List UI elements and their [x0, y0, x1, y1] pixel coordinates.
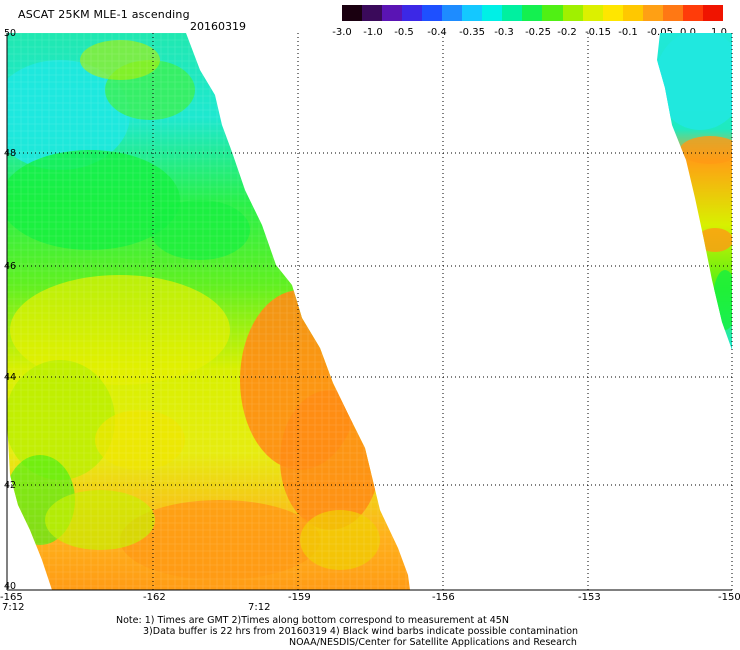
colorbar-label: 0.0 [680, 27, 696, 38]
lat-label: 48 [4, 148, 16, 159]
colorbar-segment [422, 5, 443, 21]
colorbar-segment [462, 5, 483, 21]
lat-label: 40 [4, 581, 16, 592]
lon-label: -159 [288, 592, 311, 603]
colorbar-label: -0.2 [557, 27, 577, 38]
colorbar-segment [502, 5, 523, 21]
lat-label: 50 [4, 28, 16, 39]
time-label: 7:12 [2, 602, 24, 613]
swath-west [7, 33, 410, 590]
colorbar-segment [542, 5, 563, 21]
colorbar-label: -0.15 [585, 27, 611, 38]
colorbar-segment [682, 5, 703, 21]
note-line: 3)Data buffer is 22 hrs from 20160319 4)… [143, 626, 579, 637]
colorbar-label: -0.4 [427, 27, 447, 38]
colorbar-label: -0.25 [525, 27, 551, 38]
plot-date: 20160319 [190, 20, 246, 33]
colorbar-segment [582, 5, 603, 21]
color-scale-labels: -3.0 -1.0 -0.5 -0.4 -0.35 -0.3 -0.25 -0.… [332, 27, 732, 41]
colorbar-segment [382, 5, 403, 21]
note-line: NOAA/NESDIS/Center for Satellite Applica… [289, 637, 577, 648]
colorbar-label: -0.35 [459, 27, 485, 38]
colorbar-segment [702, 5, 723, 21]
colorbar-segment [562, 5, 583, 21]
lon-label: -153 [578, 592, 601, 603]
colorbar-label: 1.0 [711, 27, 727, 38]
note-line: Note: 1) Times are GMT 2)Times along bot… [116, 615, 509, 626]
lon-label: -162 [143, 592, 166, 603]
colorbar-label: -1.0 [363, 27, 383, 38]
lon-label: -150 [718, 592, 740, 603]
lon-label: -165 [0, 592, 23, 603]
colorbar-segment [482, 5, 503, 21]
colorbar-label: -0.05 [647, 27, 673, 38]
colorbar-segment [522, 5, 543, 21]
colorbar-label: -0.1 [618, 27, 638, 38]
colorbar-label: -3.0 [332, 27, 352, 38]
colorbar-segment [442, 5, 463, 21]
lon-label: -156 [432, 592, 455, 603]
colorbar-segment [342, 5, 363, 21]
colorbar-segment [402, 5, 423, 21]
colorbar-segment [642, 5, 663, 21]
graticule [7, 33, 733, 590]
lat-label: 44 [4, 372, 16, 383]
colorbar-segment [622, 5, 643, 21]
color-scale-bar [342, 5, 723, 21]
colorbar-segment [362, 5, 383, 21]
colorbar-segment [602, 5, 623, 21]
plot-title: ASCAT 25KM MLE-1 ascending [18, 8, 190, 21]
footnotes: Note: 1) Times are GMT 2)Times along bot… [116, 615, 578, 648]
swath-east [657, 33, 732, 350]
colorbar-segment [662, 5, 683, 21]
lat-label: 42 [4, 480, 16, 491]
colorbar-label: -0.3 [494, 27, 514, 38]
colorbar-label: -0.5 [394, 27, 414, 38]
lat-label: 46 [4, 261, 16, 272]
time-label: 7:12 [248, 602, 270, 613]
